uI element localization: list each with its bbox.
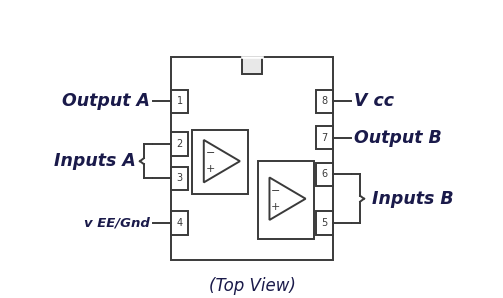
Text: +: + [271, 202, 281, 212]
Text: v EE/Gnd: v EE/Gnd [83, 217, 149, 229]
Text: Output B: Output B [355, 129, 442, 147]
Text: +: + [205, 164, 215, 174]
Bar [316, 212, 333, 235]
Text: −: − [271, 186, 281, 196]
Text: 4: 4 [177, 218, 183, 228]
Text: 3: 3 [177, 173, 183, 184]
Text: 5: 5 [321, 218, 327, 228]
Bar [171, 212, 188, 235]
Text: Output A: Output A [61, 92, 149, 110]
Bar [171, 57, 333, 260]
Bar [192, 131, 248, 194]
Bar [316, 126, 333, 150]
Bar [171, 132, 188, 156]
Text: 6: 6 [321, 169, 327, 179]
Text: (Top View): (Top View) [209, 277, 295, 295]
Bar [171, 167, 188, 190]
Text: Inputs B: Inputs B [372, 190, 453, 208]
Bar [316, 163, 333, 186]
Polygon shape [270, 178, 306, 220]
Bar [258, 161, 314, 238]
Bar [316, 90, 333, 113]
Polygon shape [204, 140, 240, 182]
Text: 7: 7 [321, 133, 327, 143]
Text: V cc: V cc [355, 92, 394, 110]
Text: 2: 2 [177, 139, 183, 149]
Bar [171, 90, 188, 113]
Bar [242, 57, 262, 74]
Text: 8: 8 [321, 96, 327, 106]
Text: −: − [205, 148, 215, 158]
Text: Inputs A: Inputs A [54, 152, 136, 170]
Text: 1: 1 [177, 96, 183, 106]
